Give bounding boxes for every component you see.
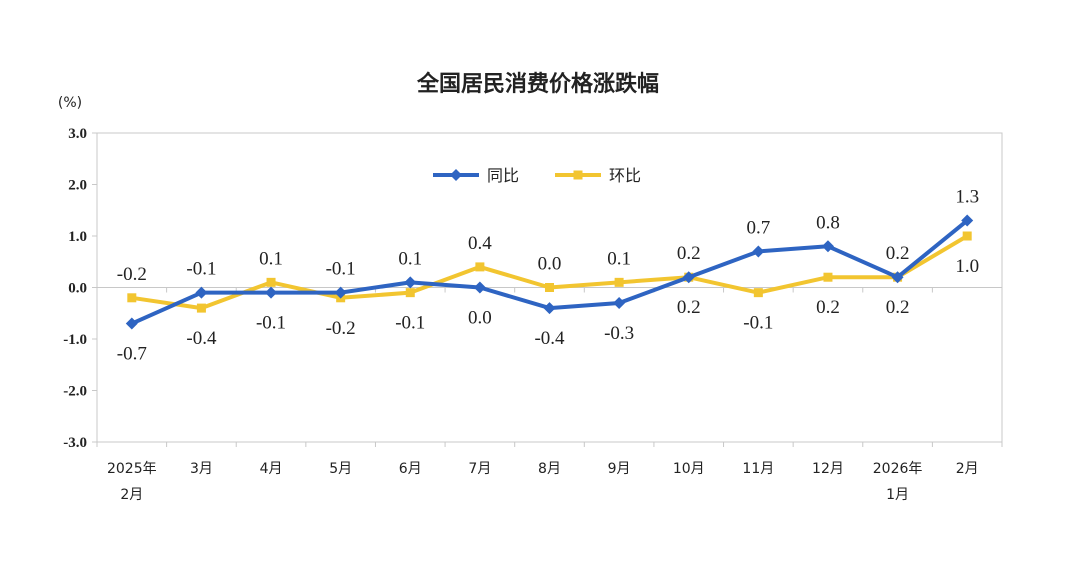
yoy-point: [543, 302, 556, 315]
mom-data-label: 0.2: [677, 297, 701, 318]
x-tick-label: 8月: [538, 461, 561, 477]
mom-point: [475, 262, 485, 272]
mom-point: [127, 293, 137, 303]
mom-data-label: -0.4: [186, 328, 217, 349]
series-layer: [125, 214, 974, 330]
mom-point: [196, 303, 206, 313]
yoy-data-label: -0.3: [604, 323, 634, 344]
yoy-point: [613, 296, 626, 309]
yoy-data-label: 1.3: [955, 187, 979, 208]
x-tick-label: 12月: [812, 461, 844, 477]
x-tick-label: 9月: [608, 461, 631, 477]
mom-data-label: -0.2: [326, 318, 356, 339]
mom-point: [545, 283, 554, 292]
mom-point: [962, 231, 972, 241]
yoy-point: [125, 317, 138, 330]
yoy-point: [265, 286, 278, 299]
mom-data-label: 0.1: [259, 248, 283, 269]
yoy-point: [891, 271, 904, 284]
yoy-point: [195, 286, 208, 299]
x-tick-label: 2026年: [873, 461, 923, 477]
x-tick-label: 10月: [673, 461, 705, 477]
x-tick-label: 7月: [468, 461, 491, 477]
legend-label: 环比: [609, 166, 641, 185]
x-tick-label: 4月: [260, 461, 283, 477]
y-axis-unit: (%): [58, 95, 82, 111]
yoy-point: [821, 240, 834, 253]
yoy-point: [752, 245, 765, 258]
yoy-data-label: 0.0: [468, 308, 492, 329]
x-tick-label: 6月: [399, 461, 422, 477]
y-tick-label: 3.0: [68, 126, 87, 142]
yoy-data-label: 0.2: [886, 243, 910, 264]
mom-data-label: -0.2: [117, 264, 147, 285]
y-tick-label: -3.0: [63, 435, 87, 451]
x-tick-label: 1月: [886, 487, 909, 503]
x-tick-label: 5月: [329, 461, 352, 477]
yoy-point: [473, 281, 486, 294]
chart-title: 全国居民消费价格涨跌幅: [416, 71, 659, 97]
x-tick-label: 2月: [120, 487, 143, 503]
yoy-data-label: 0.8: [816, 212, 840, 233]
legend: 同比 环比: [433, 166, 641, 185]
mom-data-label: 0.2: [816, 297, 840, 318]
yoy-point: [334, 286, 347, 299]
mom-point: [823, 272, 833, 282]
yoy-point: [961, 214, 974, 227]
mom-data-label: -0.1: [743, 313, 773, 334]
mom-data-label: -0.1: [395, 313, 425, 334]
yoy-data-label: -0.1: [186, 259, 216, 280]
yoy-data-label: 0.7: [746, 217, 770, 238]
mom-data-label: 1.0: [955, 256, 979, 277]
mom-point: [405, 288, 415, 298]
yoy-data-label: 0.2: [677, 243, 701, 264]
yoy-data-label: -0.1: [256, 313, 286, 334]
y-axis: 3.0 2.0 1.0 0.0 -1.0 -2.0 -3.0: [63, 126, 1002, 451]
mom-data-label: 0.4: [468, 233, 492, 254]
yoy-data-label: -0.7: [117, 344, 147, 365]
yoy-point: [404, 276, 417, 289]
yoy-data-label: -0.1: [326, 259, 356, 280]
y-tick-label: -1.0: [63, 332, 87, 348]
legend-marker: [573, 170, 583, 180]
y-tick-label: -2.0: [63, 384, 87, 400]
x-tick-label: 2月: [956, 461, 979, 477]
mom-point: [266, 277, 276, 287]
yoy-point: [682, 271, 695, 284]
legend-marker: [450, 169, 462, 181]
x-tick-label: 3月: [190, 461, 213, 477]
y-tick-label: 1.0: [68, 229, 87, 245]
x-tick-label: 11月: [742, 461, 774, 477]
x-axis: 2025年 2月 3月 4月 5月 6月 7月 8月 9月 10月 11月 12月 2026年 1月 2月: [96, 287, 1003, 503]
y-tick-label: 2.0: [68, 178, 87, 194]
mom-point: [614, 277, 624, 287]
yoy-data-label: 0.1: [398, 248, 422, 269]
mom-data-label: 0.1: [607, 248, 631, 269]
y-tick-label: 0.0: [68, 281, 87, 297]
mom-data-label: 0.2: [886, 297, 910, 318]
x-tick-label: 2025年: [107, 461, 157, 477]
mom-data-label: 0.0: [538, 254, 562, 275]
legend-label: 同比: [487, 166, 519, 185]
data-labels: -0.7 -0.2 -0.1 -0.4 -0.1 0.1 -0.1 -0.2 0.1 -0.1 0.…: [117, 187, 979, 365]
mom-point: [753, 288, 763, 298]
yoy-data-label: -0.4: [534, 328, 565, 349]
